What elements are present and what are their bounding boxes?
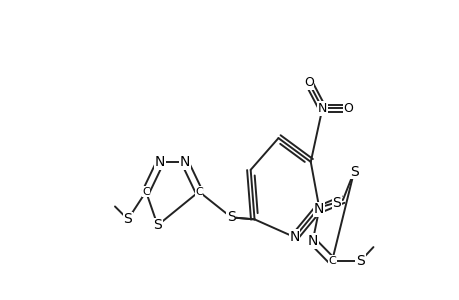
Text: S: S: [226, 210, 235, 224]
Text: N: N: [179, 155, 190, 169]
Text: O: O: [342, 102, 353, 115]
Text: S: S: [355, 254, 364, 268]
Text: N: N: [289, 230, 299, 244]
Text: S: S: [331, 196, 340, 209]
Text: N: N: [307, 234, 317, 248]
Text: O: O: [303, 76, 313, 89]
Text: C: C: [195, 187, 202, 196]
Text: N: N: [317, 102, 326, 115]
Text: S: S: [123, 212, 132, 226]
Text: S: S: [349, 165, 358, 179]
Text: N: N: [155, 155, 165, 169]
Text: C: C: [328, 256, 335, 266]
Text: N: N: [313, 202, 324, 216]
Text: S: S: [153, 218, 162, 232]
Text: C: C: [142, 187, 150, 196]
